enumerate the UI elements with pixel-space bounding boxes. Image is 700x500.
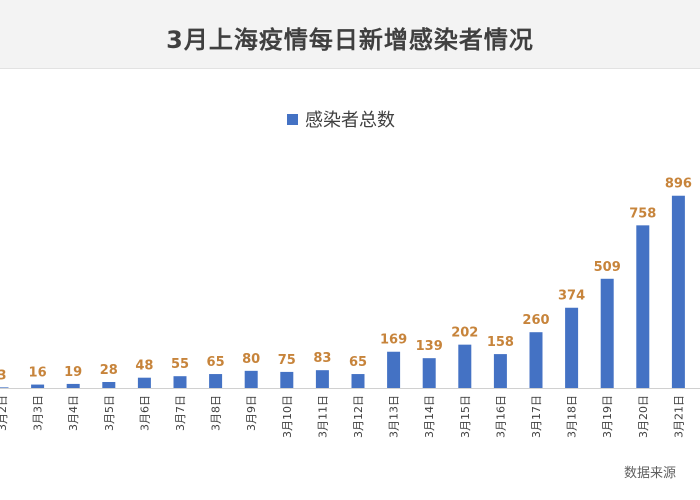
bar [66, 383, 80, 388]
bar [137, 377, 151, 388]
bar [31, 384, 45, 388]
data-label: 83 [313, 351, 331, 366]
x-tick-label: 3月4日 [67, 395, 80, 431]
x-tick-label: 3月18日 [566, 395, 579, 438]
x-tick-label: 3月16日 [494, 395, 507, 438]
data-label: 374 [558, 289, 585, 304]
x-tick-label: 3月15日 [459, 395, 472, 438]
x-tick-label: 3月14日 [423, 395, 436, 438]
data-label: 896 [665, 177, 692, 192]
title-bar: 3月上海疫情每日新增感染者情况 [0, 0, 700, 69]
data-label: 19 [64, 365, 82, 380]
bar [529, 332, 543, 388]
data-label: 28 [100, 363, 118, 378]
bar [458, 344, 472, 388]
chart-title: 3月上海疫情每日新增感染者情况 [166, 26, 534, 54]
x-tick-label: 3月2日 [0, 395, 9, 431]
x-tick-label: 3月7日 [174, 395, 187, 431]
data-label: 65 [349, 355, 367, 370]
data-label: 260 [522, 313, 549, 328]
x-tick-label: 3月9日 [245, 395, 258, 431]
bar [351, 374, 365, 388]
x-tick-label: 3月11日 [316, 395, 329, 438]
bar [315, 370, 329, 388]
legend: 感染者总数 [287, 106, 395, 132]
legend-swatch [287, 113, 298, 125]
x-tick-label: 3月6日 [138, 395, 151, 431]
bar [422, 358, 436, 388]
data-label: 139 [416, 339, 443, 354]
x-tick-label: 3月8日 [210, 395, 223, 431]
data-label: 158 [487, 335, 514, 350]
data-label: 75 [278, 353, 296, 368]
x-tick-label: 3月19日 [601, 395, 614, 438]
bar [387, 351, 401, 388]
data-label: 55 [171, 357, 189, 372]
bar [280, 371, 294, 388]
data-label: 758 [629, 206, 656, 221]
bar [244, 370, 258, 388]
bar [209, 374, 223, 388]
bar [173, 376, 187, 388]
x-tick-label: 3月3日 [32, 395, 45, 431]
bar [636, 225, 650, 388]
bar [493, 354, 507, 388]
bar [102, 381, 116, 388]
x-tick-label: 3月5日 [103, 395, 116, 431]
data-label: 169 [380, 333, 407, 348]
data-label: 48 [135, 359, 153, 374]
x-tick-label: 3月17日 [530, 395, 543, 438]
bar [600, 278, 614, 388]
data-label: 202 [451, 326, 478, 341]
bar [565, 307, 579, 388]
data-source-note: 数据来源 [624, 466, 677, 481]
x-tick-label: 3月20日 [637, 395, 650, 438]
data-label: 509 [594, 260, 621, 275]
x-tick-label: 3月10日 [281, 395, 294, 438]
data-label: 65 [207, 355, 225, 370]
data-label: 80 [242, 352, 260, 367]
x-tick-label: 3月21日 [672, 395, 685, 438]
x-tick-label: 3月13日 [388, 395, 401, 438]
data-label: 16 [29, 366, 47, 381]
bar [671, 195, 685, 388]
bar [0, 387, 9, 388]
x-tick-label: 3月12日 [352, 395, 365, 438]
legend-label: 感染者总数 [305, 110, 395, 131]
data-label: 3 [0, 368, 7, 383]
